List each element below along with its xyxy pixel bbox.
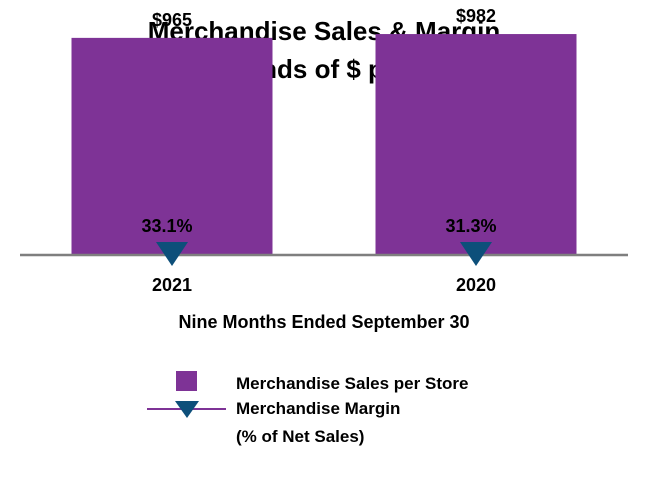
bar-value-label-2021: $965 [152,10,192,30]
margin-label-2020: 31.3% [445,216,496,236]
legend: Merchandise Sales per Store Merchandise … [147,371,468,446]
margin-label-2021: 33.1% [141,216,192,236]
bar-2021 [71,37,273,255]
plot-area: $965 $982 33.1% 2021 31.3% 2020 [20,6,628,295]
x-tick-label-2020: 2020 [456,275,496,295]
x-tick-label-2021: 2021 [152,275,192,295]
margin-marker-2021 [156,242,188,266]
legend-label-sales: Merchandise Sales per Store [236,374,468,393]
x-axis-label: Nine Months Ended September 30 [178,312,469,332]
margin-marker-2020 [460,242,492,266]
legend-swatch-sales [176,371,197,391]
bar-value-label-2020: $982 [456,6,496,26]
legend-marker-margin [175,401,199,418]
legend-label-margin-unit: (% of Net Sales) [236,427,364,446]
bar-2020 [375,34,577,255]
legend-label-margin: Merchandise Margin [236,399,400,418]
